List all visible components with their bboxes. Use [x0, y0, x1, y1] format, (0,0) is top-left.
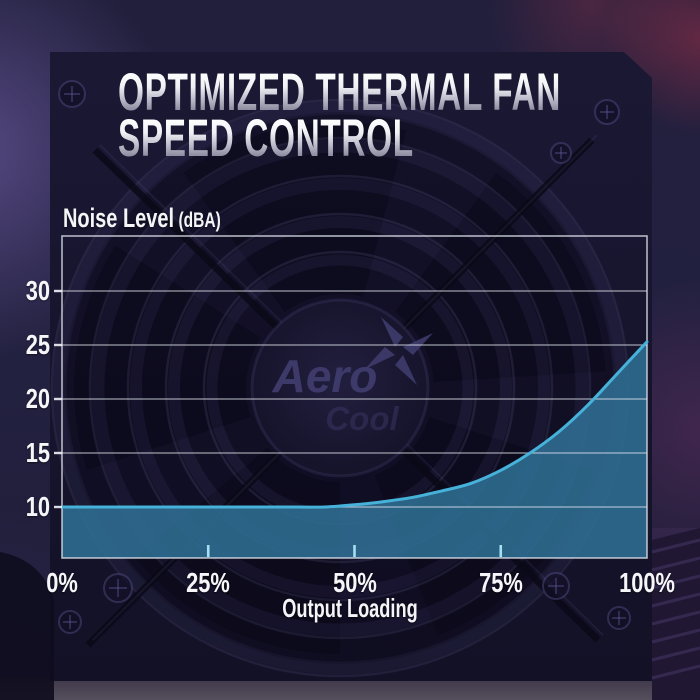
page-title-line2: SPEED CONTROL	[118, 112, 572, 165]
cable-bundle-left	[0, 552, 54, 700]
x-tick-label: 100%	[619, 567, 675, 598]
area-fill	[62, 341, 647, 558]
screw-icon	[607, 606, 631, 630]
noise-curve	[60, 340, 649, 509]
y-tick-label: 30	[25, 275, 50, 306]
y-tick-label: 10	[25, 491, 50, 522]
y-tick-label: 20	[25, 383, 50, 414]
y-axis-title-text: Noise Level	[63, 203, 175, 233]
x-axis-title: Output Loading	[282, 593, 418, 623]
screw-icon	[594, 99, 620, 125]
x-tick-label: 0%	[46, 567, 78, 598]
x-tick-label: 75%	[478, 567, 523, 598]
y-tick-label: 25	[25, 329, 50, 360]
aerocool-logo-text: Aero	[272, 350, 378, 402]
cable-bundle-right	[651, 528, 700, 700]
y-axis-title: Noise Level (dBA)	[63, 203, 221, 234]
y-axis-unit: (dBA)	[178, 209, 221, 232]
y-tick-label: 15	[25, 437, 50, 468]
fan-hub	[250, 298, 430, 478]
screw-icon	[58, 80, 86, 108]
floor	[0, 678, 700, 700]
screw-icon	[103, 573, 133, 603]
plot-frame	[61, 235, 648, 559]
screw-icon	[550, 142, 572, 164]
x-tick-label: 50%	[332, 567, 377, 598]
screw-icon	[542, 572, 570, 600]
screw-icon	[58, 610, 82, 634]
page-title: OPTIMIZED THERMAL FAN SPEED CONTROL	[118, 66, 572, 165]
page-title-line1: OPTIMIZED THERMAL FAN	[118, 66, 572, 119]
aerocool-pinwheel-icon	[365, 317, 433, 385]
axis-tick-marks	[54, 289, 503, 557]
screw-icons	[58, 80, 631, 634]
aerocool-logo-subtext: Cool	[325, 400, 399, 437]
x-tick-label: 25%	[186, 567, 231, 598]
